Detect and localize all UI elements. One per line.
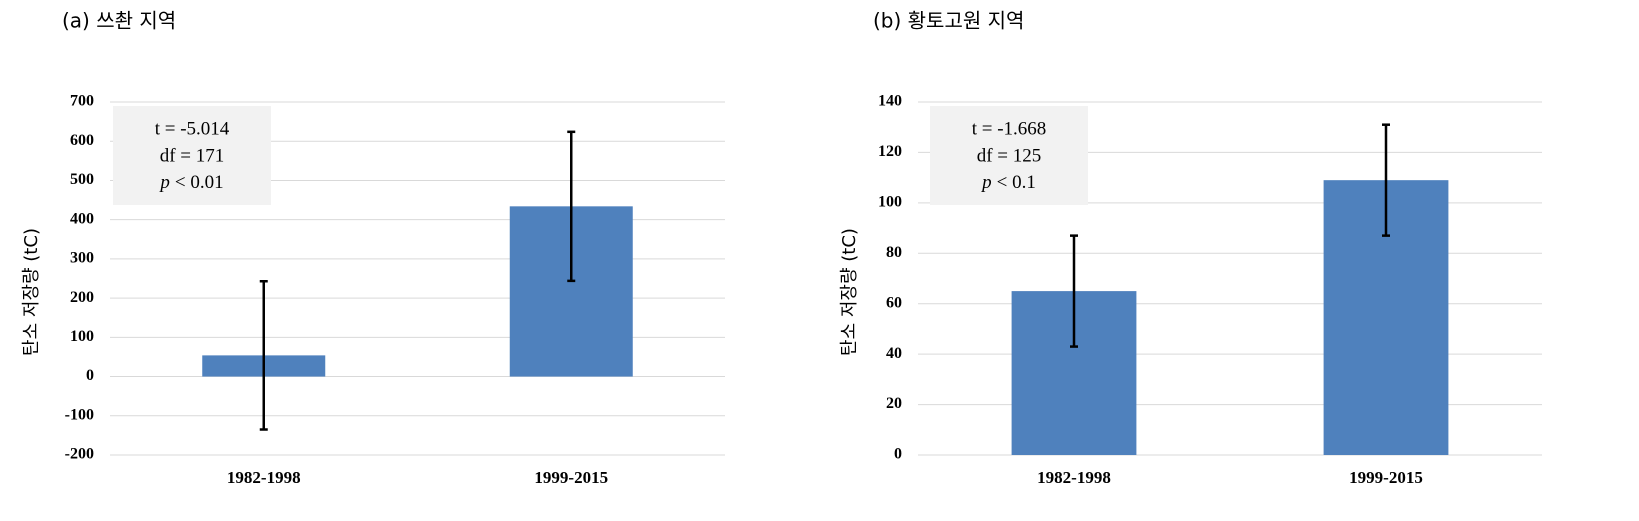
- y-tick-label: -200: [65, 446, 94, 463]
- annotation-run: p: [158, 172, 170, 193]
- annotation-text: t = -1.668: [972, 118, 1047, 139]
- x-tick-label: 1999-2015: [534, 468, 608, 487]
- annotation-box: [113, 106, 271, 205]
- y-tick-label: 500: [70, 171, 94, 188]
- annotation-text: p < 0.01: [158, 172, 223, 193]
- y-tick-label: 700: [70, 93, 94, 110]
- y-tick-label: 0: [86, 367, 94, 384]
- error-bar: [259, 279, 268, 431]
- y-tick-label: 300: [70, 250, 94, 267]
- annotation-text: t = -5.014: [155, 118, 230, 139]
- y-axis-label: 탄소 저장량 (tC): [21, 228, 42, 356]
- y-tick-label: 120: [878, 143, 902, 160]
- annotation-run: < 0.01: [175, 172, 224, 193]
- error-bar: [567, 130, 576, 283]
- annotation-text: df = 171: [160, 145, 225, 166]
- y-tick-label: 60: [886, 294, 902, 311]
- x-tick-label: 1982-1998: [227, 468, 301, 487]
- x-tick-label: 1982-1998: [1037, 468, 1111, 487]
- y-tick-label: 100: [878, 194, 902, 211]
- y-tick-label: 0: [894, 446, 902, 463]
- y-tick-label: 600: [70, 132, 94, 149]
- y-tick-label: 40: [886, 345, 902, 362]
- y-tick-label: 200: [70, 289, 94, 306]
- y-tick-label: 20: [886, 395, 902, 412]
- annotation-text: df = 125: [977, 145, 1042, 166]
- error-bar: [1070, 234, 1078, 348]
- y-tick-label: 140: [878, 93, 902, 110]
- annotation-run: p: [980, 172, 992, 193]
- y-tick-label: -100: [65, 406, 94, 423]
- y-tick-label: 400: [70, 210, 94, 227]
- annotation-box: [930, 106, 1088, 205]
- annotation-run: < 0.1: [997, 172, 1036, 193]
- x-tick-label: 1999-2015: [1349, 468, 1423, 487]
- annotation-text: p < 0.1: [980, 172, 1036, 193]
- y-tick-label: 80: [886, 244, 902, 261]
- error-bar: [1382, 123, 1390, 237]
- y-axis-label: 탄소 저장량 (tC): [839, 228, 860, 356]
- chart-title: (a) 쓰촨 지역: [62, 9, 176, 33]
- y-tick-label: 100: [70, 328, 94, 345]
- chart-title: (b) 황토고원 지역: [873, 9, 1024, 33]
